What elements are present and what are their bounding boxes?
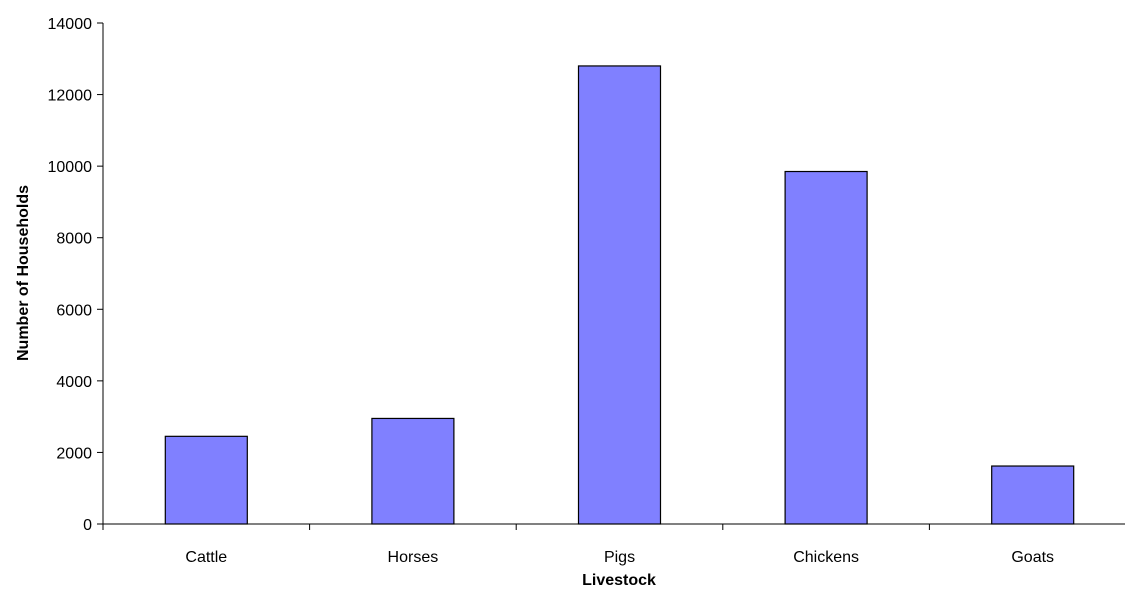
bar-cattle bbox=[164, 435, 248, 525]
x-tick-label: Cattle bbox=[185, 549, 227, 566]
y-axis-title: Number of Households bbox=[15, 185, 32, 361]
bar-horses bbox=[371, 417, 455, 525]
y-tick-label: 12000 bbox=[48, 88, 93, 105]
bar-chickens bbox=[784, 170, 868, 525]
x-tick-label: Pigs bbox=[604, 549, 635, 566]
y-tick-label: 14000 bbox=[48, 16, 93, 33]
y-tick-label: 2000 bbox=[56, 445, 92, 462]
axes-group bbox=[102, 23, 1125, 525]
y-tick-label: 6000 bbox=[56, 302, 92, 319]
y-tick-label: 8000 bbox=[56, 231, 92, 248]
y-tick-label: 10000 bbox=[48, 159, 93, 176]
y-ticks-group: 0 2000 4000 6000 8000 10000 12000 14000 bbox=[48, 16, 103, 534]
x-tick-label: Horses bbox=[388, 549, 439, 566]
y-tick-label: 4000 bbox=[56, 374, 92, 391]
x-tick-label: Goats bbox=[1011, 549, 1054, 566]
bar-pigs bbox=[577, 65, 662, 525]
y-tick-label: 0 bbox=[83, 517, 92, 534]
x-ticks-group: Cattle Horses Pigs Chickens Goats bbox=[102, 524, 1054, 566]
bars-group bbox=[164, 65, 1075, 525]
x-axis-title: Livestock bbox=[582, 572, 656, 589]
x-tick-label: Chickens bbox=[793, 549, 859, 566]
bar-goats bbox=[991, 465, 1075, 525]
